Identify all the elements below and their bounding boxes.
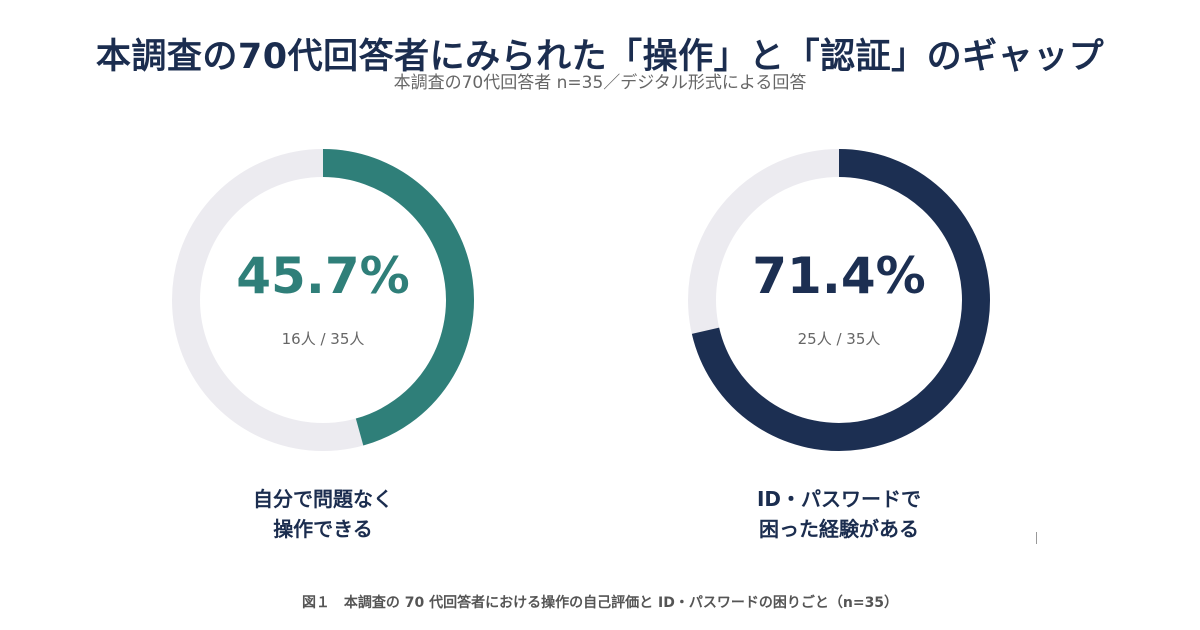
donut-svg-operation [172,149,474,451]
label-operation-line-2: 操作できる [273,517,373,541]
donut-chart-auth: 71.4% 25人 / 35人 [684,145,994,455]
donut-percent-operation: 45.7% [236,247,410,305]
label-auth: ID・パスワードで 困った経験がある [684,484,994,544]
decorative-divider-tick [1036,532,1037,544]
donut-count-operation: 16人 / 35人 [281,330,365,348]
figure-caption: 図１ 本調査の 70 代回答者における操作の自己評価と ID・パスワードの困りご… [301,595,899,611]
chart-subtitle: 本調査の70代回答者 n=35／デジタル形式による回答 [393,73,807,93]
donut-arc-auth [691,149,990,451]
label-operation-line-1: 自分で問題なく [253,487,393,511]
donut-chart-operation: 45.7% 16人 / 35人 [168,145,478,455]
chart-title: 本調査の70代回答者にみられた「操作」と「認証」のギャップ [95,37,1105,77]
donut-count-auth: 25人 / 35人 [797,330,881,348]
donut-svg-auth [688,149,990,451]
label-auth-line-2: 困った経験がある [759,517,919,541]
donut-arc-operation [322,149,474,446]
label-auth-line-1: ID・パスワードで [756,487,922,511]
donut-percent-auth: 71.4% [752,247,926,305]
label-operation: 自分で問題なく 操作できる [168,484,478,544]
